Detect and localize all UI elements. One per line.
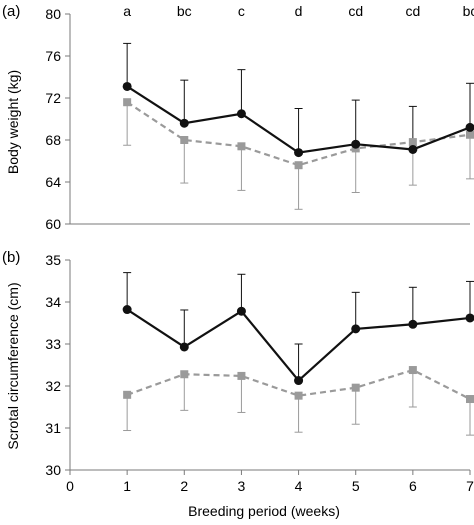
data-point (351, 139, 361, 149)
x-tick-label: 1 (123, 478, 131, 494)
data-point (351, 324, 361, 334)
significance-letters: a bc c d cd cd bc (123, 3, 474, 19)
panel-b-label: (b) (2, 249, 20, 266)
x-tick-label: 6 (409, 478, 417, 494)
y-tick-label: 34 (45, 294, 61, 310)
y-tick-label: 64 (45, 174, 61, 190)
data-point (294, 161, 303, 170)
x-tick-label: 5 (352, 478, 360, 494)
data-point (123, 390, 132, 399)
panel-b-error-bars (123, 272, 474, 436)
data-point (408, 138, 417, 147)
y-tick-label: 30 (45, 462, 61, 478)
data-point (408, 144, 418, 154)
x-axis-label: Breeding period (weeks) (188, 503, 340, 519)
y-tick-label: 31 (45, 420, 61, 436)
y-tick-label: 33 (45, 336, 61, 352)
panel-a-error-bars (123, 42, 474, 210)
data-point (408, 366, 417, 375)
data-point (180, 136, 189, 144)
data-point (179, 118, 189, 128)
significance-letter: c (238, 3, 245, 19)
panel-b-scrotal-circumference: (b) Scrotal circumference (cm) 303132333… (2, 249, 474, 519)
y-tick-label: 35 (45, 252, 61, 268)
data-point (237, 142, 246, 151)
data-point (237, 371, 246, 380)
data-point (123, 98, 132, 107)
data-point (236, 306, 246, 316)
panel-a-series (122, 81, 474, 170)
x-tick-label: 2 (180, 478, 188, 494)
data-point (122, 81, 132, 91)
significance-letter: bc (463, 3, 474, 19)
panel-a-y-axis-label: Body weight (kg) (5, 70, 21, 174)
data-point (465, 313, 474, 323)
y-tick-label: 32 (45, 378, 61, 394)
panel-b-y-axis-label: Scrotal circumference (cm) (5, 282, 21, 449)
y-tick-label: 76 (45, 48, 61, 64)
significance-letter: cd (405, 3, 420, 19)
y-tick-label: 60 (45, 216, 61, 232)
data-point (294, 376, 304, 386)
data-point (466, 395, 474, 404)
data-point (236, 109, 246, 119)
significance-letter: bc (177, 3, 192, 19)
x-tick-label: 7 (466, 478, 474, 494)
data-point (179, 342, 189, 352)
y-tick-label: 68 (45, 132, 61, 148)
x-tick-label: 4 (295, 478, 303, 494)
panel-b-series (122, 305, 474, 404)
data-point (408, 319, 418, 329)
y-tick-label: 80 (45, 6, 61, 22)
y-tick-label: 72 (45, 90, 61, 106)
data-point (180, 370, 189, 379)
significance-letter: d (295, 3, 303, 19)
data-point (294, 391, 303, 400)
significance-letter: cd (348, 3, 363, 19)
panel-a-label: (a) (2, 3, 20, 20)
data-point (466, 130, 474, 139)
significance-letter: a (123, 3, 131, 19)
x-tick-label: 3 (238, 478, 246, 494)
x-tick-label: 0 (66, 478, 74, 494)
data-point (465, 122, 474, 132)
panel-a-axes: 60 64 68 72 76 80 (45, 6, 470, 232)
data-point (351, 383, 360, 392)
data-point (294, 148, 304, 158)
data-point (122, 305, 132, 315)
